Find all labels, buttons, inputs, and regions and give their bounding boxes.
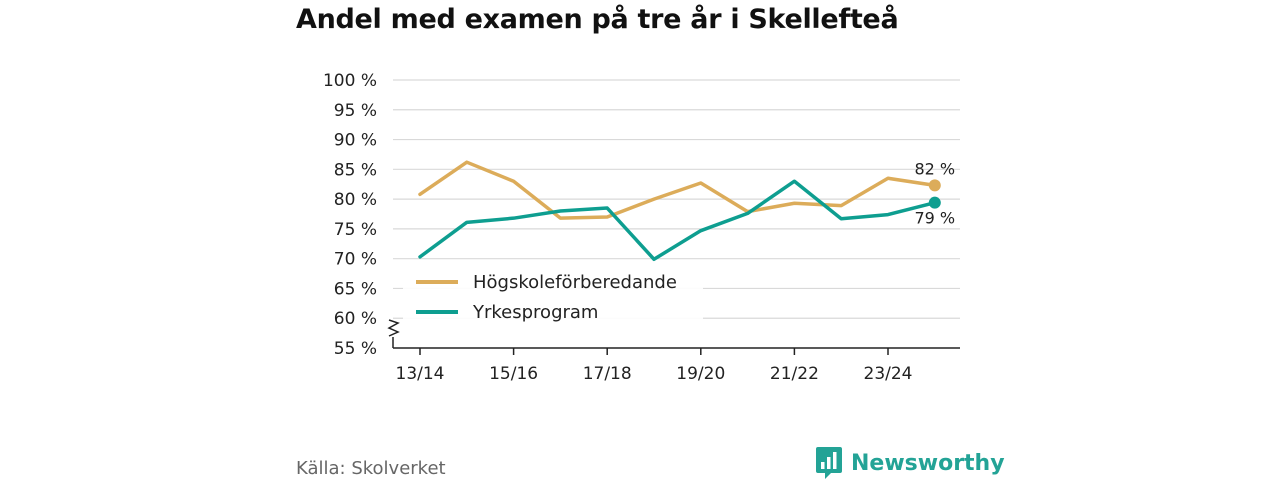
end-value-label: 82 %: [914, 159, 955, 178]
series-line-hogskoleforberedande: [418, 160, 937, 220]
legend-label: Högskoleförberedande: [473, 272, 677, 293]
source-note: Källa: Skolverket: [296, 458, 446, 479]
y-tick-label: 95 %: [334, 101, 377, 121]
series-end-point: [928, 196, 941, 209]
brand-name: Newsworthy: [851, 450, 1005, 476]
series-lines: 82 % 79 %: [418, 159, 955, 262]
y-tick-label: 90 %: [334, 131, 377, 151]
end-value-label: 79 %: [914, 209, 955, 228]
y-axis-tick-labels: 55 % 60 % 65 % 70 % 75 % 80 % 85 % 90 % 95 % 100 …: [323, 71, 377, 359]
legend: Högskoleförberedande Yrkesprogram: [403, 266, 703, 323]
x-tick-label: 23/24: [864, 364, 913, 384]
y-tick-label: 70 %: [334, 250, 377, 270]
axis-break-mark: [387, 319, 400, 337]
x-tick-label: 21/22: [770, 364, 819, 384]
legend-label: Yrkesprogram: [472, 302, 598, 323]
x-tick-label: 15/16: [489, 364, 538, 384]
y-tick-label: 75 %: [334, 220, 377, 240]
x-tick-label: 13/14: [396, 364, 445, 384]
chart-title: Andel med examen på tre år i Skellefteå: [296, 4, 899, 35]
y-tick-label: 100 %: [323, 71, 377, 91]
newsworthy-logo-icon: [816, 447, 842, 479]
brand-logo[interactable]: Newsworthy: [815, 446, 1005, 480]
y-tick-label: 85 %: [334, 160, 377, 180]
x-tick-label: 19/20: [676, 364, 725, 384]
x-axis: 13/14 15/16 17/18 19/20 21/22 23/24: [387, 319, 960, 384]
x-tick-label: 17/18: [583, 364, 632, 384]
y-tick-label: 55 %: [334, 339, 377, 359]
series-line-yrkesprogram: [418, 179, 937, 262]
series-end-point: [928, 179, 941, 192]
y-tick-label: 60 %: [334, 309, 377, 329]
y-tick-label: 80 %: [334, 190, 377, 210]
y-tick-label: 65 %: [334, 279, 377, 299]
